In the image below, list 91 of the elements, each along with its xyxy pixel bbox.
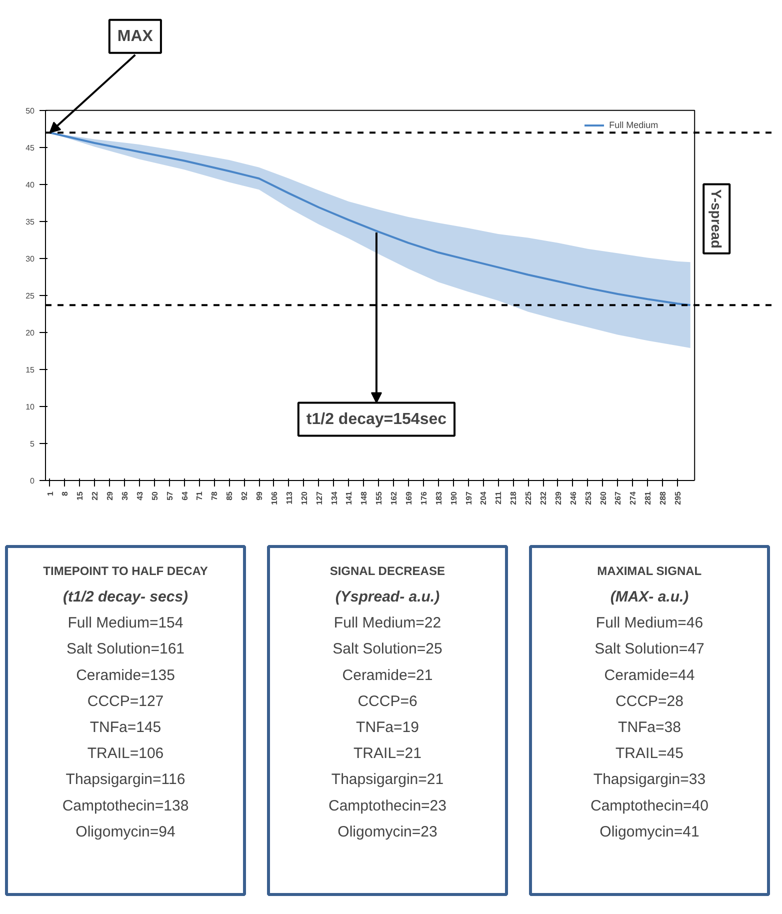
text: Y-spread (708, 189, 725, 248)
x-tick-label: 225 (524, 490, 534, 505)
x-tick-label: 148 (360, 490, 369, 505)
text: Oligomycin=94 (76, 823, 176, 840)
x-tick-label: 127 (314, 490, 324, 505)
x-tick-label: 253 (584, 490, 593, 505)
text: Camptothecin=23 (328, 797, 447, 814)
x-tick-label: 22 (90, 490, 100, 500)
x-tick-label: 218 (509, 490, 518, 505)
annotation: t1/2 decay=154sec (306, 410, 447, 428)
y-tick-label: 0 (30, 476, 36, 486)
text: Thapsigargin=116 (66, 771, 186, 788)
x-tick-label: 176 (419, 490, 428, 505)
text: MAXIMAL SIGNAL (597, 564, 702, 578)
x-tick-label: 169 (404, 490, 414, 505)
x-tick-label: 162 (390, 490, 399, 505)
text: Thapsigargin=21 (331, 771, 444, 788)
text: Camptothecin=138 (62, 797, 189, 814)
text: TIMEPOINT TO HALF DECAY (43, 564, 208, 578)
x-tick-label: 183 (434, 490, 444, 505)
text: Full Medium=22 (334, 614, 442, 632)
text: CCCP=127 (87, 692, 164, 710)
x-tick-label: 106 (270, 490, 279, 505)
x-tick-label: 204 (479, 490, 488, 505)
x-tick-label: 155 (374, 490, 384, 505)
text: Ceramide=135 (76, 666, 175, 684)
annotation: MAX (117, 28, 154, 45)
x-tick-label: 78 (210, 490, 220, 500)
text: TRAIL=21 (354, 745, 422, 762)
legend-label: Full Medium (609, 120, 658, 130)
text: Camptothecin=40 (590, 797, 709, 814)
x-tick-label: 260 (598, 490, 608, 505)
y-tick-label: 45 (26, 143, 36, 152)
x-tick-label: 99 (255, 490, 264, 500)
y-tick-label: 25 (26, 291, 36, 300)
text: TRAIL=106 (87, 745, 164, 762)
x-tick-label: 85 (225, 490, 234, 500)
text: Salt Solution=161 (66, 640, 185, 658)
text: (t1/2 decay- secs) (62, 588, 188, 606)
text: CCCP=6 (358, 692, 418, 710)
text: Thapsigargin=33 (593, 771, 706, 788)
text: TRAIL=45 (616, 745, 684, 762)
x-tick-label: 288 (658, 490, 668, 505)
y-tick-label: 40 (26, 180, 36, 190)
x-tick-label: 1 (46, 490, 55, 496)
x-tick-label: 211 (494, 490, 504, 504)
x-tick-label: 134 (330, 490, 339, 505)
x-tick-label: 15 (76, 490, 85, 500)
text: Oligomycin=23 (338, 823, 438, 840)
x-tick-label: 8 (60, 490, 70, 496)
x-tick-label: 36 (120, 490, 130, 500)
text: TNFa=19 (356, 718, 419, 736)
text: Salt Solution=25 (332, 640, 442, 658)
x-tick-label: 141 (344, 490, 354, 505)
text: (MAX- a.u.) (610, 588, 689, 606)
y-tick-label: 15 (26, 365, 36, 374)
text: TNFa=38 (618, 718, 681, 736)
text: CCCP=28 (616, 692, 684, 710)
x-tick-label: 190 (449, 490, 458, 505)
x-tick-label: 239 (554, 490, 563, 505)
text: Full Medium=46 (596, 614, 704, 632)
y-tick-label: 50 (26, 106, 36, 116)
x-tick-label: 267 (614, 490, 623, 505)
text: SIGNAL DECREASE (330, 564, 445, 578)
x-tick-label: 92 (240, 490, 250, 500)
text: (Yspread- a.u.) (335, 588, 440, 606)
x-tick-label: 120 (300, 490, 309, 505)
x-tick-label: 71 (195, 490, 204, 500)
y-tick-label: 10 (26, 402, 36, 412)
text: Salt Solution=47 (594, 640, 704, 658)
x-tick-label: 57 (165, 490, 174, 500)
y-tick-label: 30 (26, 254, 36, 264)
text: Ceramide=21 (342, 666, 433, 684)
x-tick-label: 232 (539, 490, 548, 505)
x-tick-label: 295 (674, 490, 683, 505)
x-tick-label: 43 (135, 490, 144, 500)
x-tick-label: 197 (464, 490, 474, 505)
x-tick-label: 274 (628, 490, 638, 505)
x-tick-label: 50 (150, 490, 160, 500)
x-tick-label: 281 (644, 490, 653, 505)
text: TNFa=145 (90, 718, 162, 736)
y-tick-label: 35 (26, 217, 36, 226)
text: Ceramide=44 (604, 666, 695, 684)
x-tick-label: 29 (106, 490, 115, 500)
x-tick-label: 246 (568, 490, 578, 505)
text: Oligomycin=41 (600, 823, 700, 840)
x-tick-label: 64 (180, 490, 190, 500)
x-tick-label: 113 (284, 490, 294, 504)
text: Full Medium=154 (68, 614, 184, 632)
y-tick-label: 5 (30, 439, 36, 448)
y-tick-label: 20 (26, 328, 36, 338)
